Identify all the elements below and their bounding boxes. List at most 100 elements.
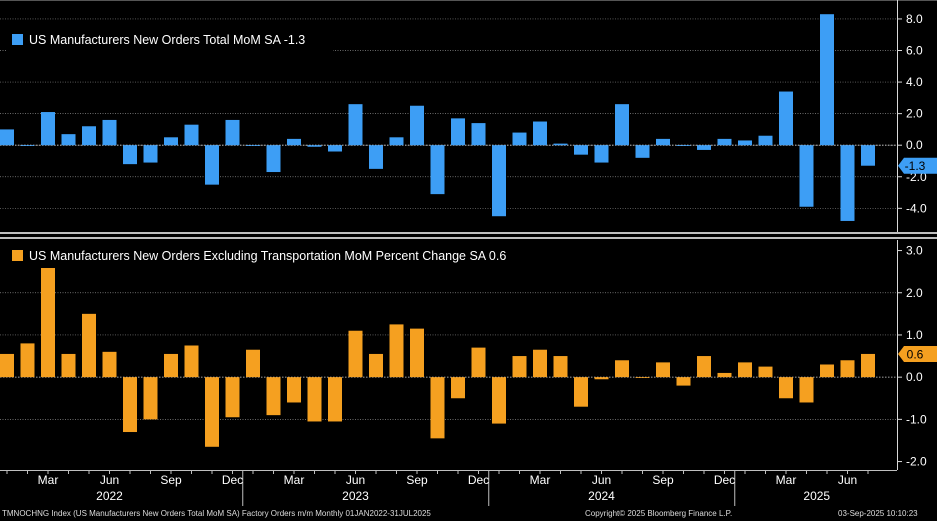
bar <box>184 345 199 378</box>
bar <box>287 138 301 146</box>
y-tick-label: -4.0 <box>906 201 927 215</box>
y-tick-label: 4.0 <box>906 75 923 89</box>
bar <box>533 349 547 378</box>
y-tick-label: 0.0 <box>906 370 923 384</box>
bar <box>717 372 732 378</box>
last-value-label: 0.6 <box>907 347 924 361</box>
y-tick-label: 8.0 <box>906 12 923 26</box>
bar <box>697 356 711 378</box>
bar <box>307 145 322 147</box>
bar <box>389 324 404 378</box>
bar <box>717 138 732 146</box>
y-tick-label: 2.0 <box>906 286 923 300</box>
x-tick-label: Dec <box>714 473 735 487</box>
bar <box>820 364 834 378</box>
bar <box>676 145 691 146</box>
bar <box>143 145 158 163</box>
bar <box>594 145 609 163</box>
bar <box>512 356 527 378</box>
bar <box>533 121 547 146</box>
bar <box>635 145 650 158</box>
bar <box>656 362 670 378</box>
bar <box>779 91 793 146</box>
bar <box>389 137 404 146</box>
bar <box>799 145 814 207</box>
bar <box>840 360 855 378</box>
bar <box>348 104 363 146</box>
bar <box>410 105 424 146</box>
y-tick-label: 6.0 <box>906 44 923 58</box>
bar <box>738 362 752 378</box>
y-tick-label: 0.0 <box>906 138 923 152</box>
panel-divider <box>0 232 937 234</box>
legend-label: US Manufacturers New Orders Total MoM SA… <box>29 33 305 47</box>
x-year-label: 2025 <box>803 489 830 503</box>
bar <box>61 134 76 146</box>
x-tick-label: Dec <box>468 473 489 487</box>
bar <box>430 145 445 195</box>
bar <box>615 360 629 378</box>
bar <box>799 377 814 403</box>
bar <box>451 377 465 399</box>
x-year-label: 2023 <box>342 489 369 503</box>
bar <box>266 145 281 173</box>
x-year-label: 2022 <box>96 489 123 503</box>
x-tick-label: Jun <box>838 473 857 487</box>
bar <box>102 351 117 378</box>
bar <box>164 353 178 378</box>
bar <box>287 377 301 403</box>
bar <box>861 145 875 166</box>
bar <box>574 145 588 155</box>
footer: TMNOCHNG Index (US Manufacturers New Ord… <box>0 508 937 521</box>
bar <box>676 377 691 386</box>
bar <box>758 135 773 146</box>
bar <box>41 112 55 146</box>
bar <box>471 123 486 146</box>
bar <box>123 145 137 165</box>
legend-swatch <box>12 34 23 45</box>
x-tick-label: Jun <box>346 473 365 487</box>
y-tick-label: 3.0 <box>906 244 923 258</box>
bar <box>41 263 55 378</box>
bar <box>82 126 96 146</box>
bar <box>205 377 219 447</box>
y-tick-label: 2.0 <box>906 107 923 121</box>
bar <box>615 104 629 146</box>
bar <box>635 377 650 378</box>
bar <box>451 118 465 146</box>
bar <box>574 377 588 407</box>
x-tick-label: Sep <box>160 473 182 487</box>
bar <box>512 132 527 146</box>
bar <box>492 145 506 217</box>
bar <box>471 347 486 378</box>
bar <box>430 377 445 439</box>
bar <box>20 343 35 378</box>
last-value-tag <box>898 345 937 362</box>
y-tick-label: 1.0 <box>906 328 923 342</box>
footer-source: TMNOCHNG Index (US Manufacturers New Ord… <box>2 509 431 518</box>
chart-canvas: -4.0 -2.0 0.0 2.0 4.0 6.0 8.0 -1.3 US Manufactur… <box>0 0 937 506</box>
bar <box>61 353 76 378</box>
bar <box>369 145 383 169</box>
bar <box>738 140 752 146</box>
bar <box>758 366 773 378</box>
x-year-label: 2024 <box>588 489 615 503</box>
bar <box>205 145 219 185</box>
x-tick-label: Mar <box>284 473 305 487</box>
x-tick-label: Jun <box>592 473 611 487</box>
x-tick-label: Dec <box>222 473 243 487</box>
footer-copyright: Copyright© 2025 Bloomberg Finance L.P. <box>585 509 733 518</box>
y-tick-label: -2.0 <box>906 455 927 469</box>
y-tick-label: -1.0 <box>906 412 927 426</box>
bar <box>184 124 199 146</box>
x-tick-label: Mar <box>530 473 551 487</box>
bar <box>328 145 342 152</box>
bar <box>492 377 506 424</box>
bar <box>779 377 793 399</box>
bar <box>164 137 178 146</box>
last-value-label: -1.3 <box>905 159 926 173</box>
bar <box>102 119 117 146</box>
last-value-tag <box>898 157 937 174</box>
bar <box>225 377 240 418</box>
bar <box>307 377 322 422</box>
